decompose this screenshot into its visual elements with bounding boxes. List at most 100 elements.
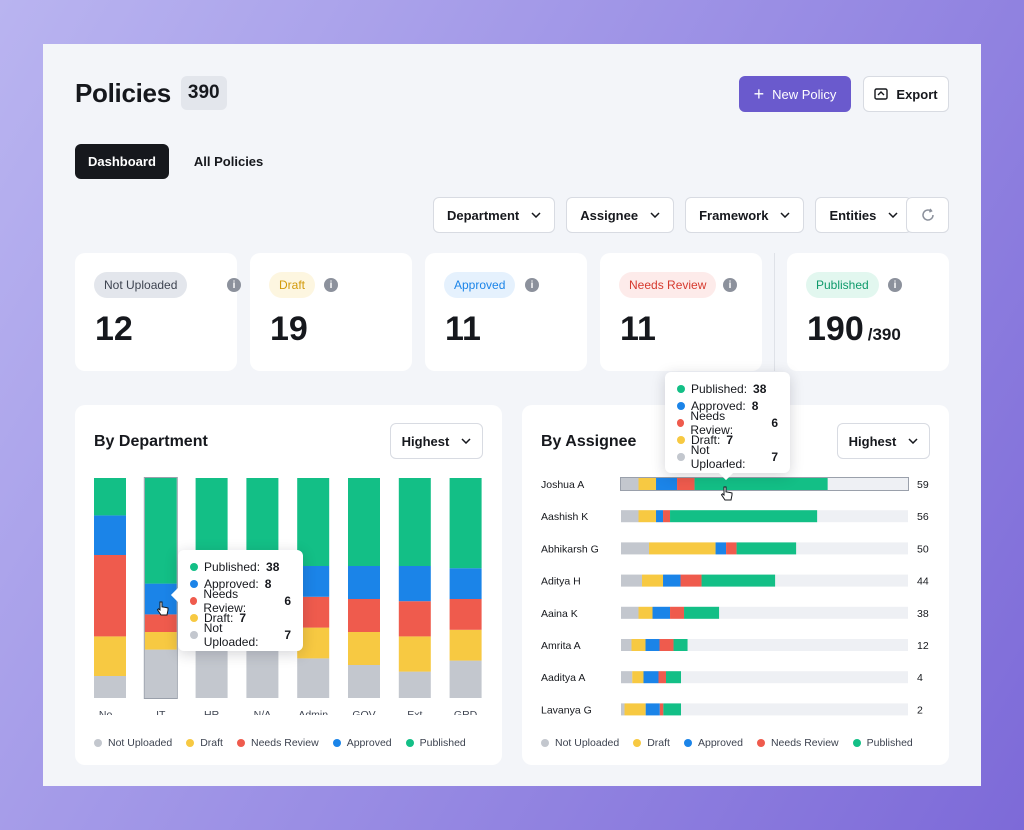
stat-card-needs-review[interactable]: Needs Review i 11 — [600, 253, 762, 371]
bar-segment[interactable] — [659, 639, 674, 651]
bar-segment[interactable] — [726, 542, 737, 555]
bar-segment[interactable] — [694, 478, 828, 490]
bar-segment[interactable] — [670, 606, 685, 619]
tab-all-policies[interactable]: All Policies — [193, 154, 264, 169]
filter-assignee[interactable]: Assignee — [566, 197, 675, 233]
bar-segment[interactable] — [348, 599, 380, 632]
bar-segment[interactable] — [348, 632, 380, 665]
bar-segment[interactable] — [94, 478, 126, 516]
stat-card-published[interactable]: Published i 190/390 — [787, 253, 949, 371]
stat-card-draft[interactable]: Draft i 19 — [250, 253, 412, 371]
bar-segment[interactable] — [645, 703, 660, 716]
bar-segment[interactable] — [449, 599, 482, 630]
filter-department[interactable]: Department — [433, 197, 556, 233]
bar-segment[interactable] — [656, 478, 678, 490]
bar-segment[interactable] — [348, 665, 380, 698]
bar-segment[interactable] — [684, 606, 720, 619]
bar-segment[interactable] — [666, 671, 681, 684]
bar-highlight — [620, 477, 909, 491]
bar-segment[interactable] — [638, 478, 657, 490]
tab-dashboard[interactable]: Dashboard — [75, 144, 169, 179]
bar-segment[interactable] — [449, 478, 482, 569]
bar-segment[interactable] — [144, 614, 177, 632]
bar-segment[interactable] — [94, 676, 126, 698]
bar-segment[interactable] — [449, 568, 482, 599]
bar-segment[interactable] — [680, 574, 702, 587]
bar-segment[interactable] — [736, 542, 797, 555]
bar-segment[interactable] — [94, 515, 126, 555]
bar-segment[interactable] — [673, 639, 688, 651]
legend-label: Approved — [346, 737, 392, 749]
bar-total-label: 38 — [917, 608, 929, 620]
bar-segment[interactable] — [649, 542, 716, 555]
bar-segment[interactable] — [670, 510, 818, 523]
bar-segment[interactable] — [663, 574, 681, 587]
bar-segment[interactable] — [663, 703, 681, 716]
bar-segment[interactable] — [144, 632, 177, 650]
stat-card-not-uploaded[interactable]: Not Uploaded i 12 — [75, 253, 241, 371]
bar-segment[interactable] — [624, 703, 646, 716]
info-icon: i — [525, 278, 539, 292]
bar-segment[interactable] — [621, 606, 639, 619]
y-tick-label: Aaditya A — [541, 672, 585, 684]
filter-framework[interactable]: Framework — [685, 197, 805, 233]
info-icon: i — [324, 278, 338, 292]
tooltip-dot — [190, 630, 198, 639]
bar-segment[interactable] — [621, 703, 625, 716]
bar-segment[interactable] — [652, 606, 671, 619]
bar-segment[interactable] — [398, 478, 431, 566]
stat-card-approved[interactable]: Approved i 11 — [425, 253, 587, 371]
bar-segment[interactable] — [398, 636, 431, 672]
bar-segment[interactable] — [621, 478, 639, 490]
bar-segment[interactable] — [94, 555, 126, 637]
filter-entities[interactable]: Entities — [815, 197, 913, 233]
bar-segment[interactable] — [348, 478, 380, 566]
bar-segment[interactable] — [643, 671, 659, 684]
legend-label: Published — [866, 737, 913, 749]
bar-segment[interactable] — [715, 542, 727, 555]
legend-item: Approved — [683, 737, 743, 749]
bar-segment[interactable] — [621, 671, 633, 684]
info-icon: i — [888, 278, 902, 292]
bar-segment[interactable] — [632, 671, 644, 684]
bar-segment[interactable] — [638, 606, 653, 619]
bar-segment[interactable] — [631, 639, 646, 651]
bar-segment[interactable] — [638, 510, 657, 523]
bar-segment[interactable] — [297, 658, 330, 698]
bar-segment[interactable] — [621, 542, 650, 555]
tooltip-label: Published: — [204, 559, 261, 574]
bar-segment[interactable] — [659, 703, 664, 716]
filter-entities-label: Entities — [829, 207, 877, 223]
bar-segment[interactable] — [645, 639, 660, 651]
panel-title: By Department — [94, 433, 208, 450]
bar-segment[interactable] — [144, 649, 177, 698]
bar-segment[interactable] — [398, 601, 431, 637]
bar-segment[interactable] — [297, 478, 330, 566]
bar-segment[interactable] — [398, 671, 431, 698]
legend-dot — [541, 739, 549, 747]
bar-segment[interactable] — [449, 629, 482, 661]
bar-segment[interactable] — [663, 510, 671, 523]
bar-segment[interactable] — [449, 660, 482, 698]
status-badge: Not Uploaded — [94, 272, 188, 298]
stat-value: 12 — [95, 310, 133, 348]
bar-segment[interactable] — [398, 566, 431, 602]
export-button[interactable]: Export — [863, 76, 949, 112]
bar-segment[interactable] — [348, 566, 380, 599]
new-policy-button[interactable]: + New Policy — [739, 76, 851, 112]
tooltip-row: Approved: 8 — [190, 575, 291, 592]
bar-segment[interactable] — [621, 510, 639, 523]
bar-segment[interactable] — [642, 574, 664, 587]
bar-segment[interactable] — [677, 478, 695, 490]
assignee-sort-dropdown[interactable]: Highest — [837, 423, 930, 459]
bar-segment[interactable] — [701, 574, 776, 587]
bar-segment[interactable] — [144, 478, 177, 584]
bar-segment[interactable] — [656, 510, 664, 523]
tooltip-value: 7 — [239, 610, 247, 625]
department-sort-dropdown[interactable]: Highest — [390, 423, 483, 459]
refresh-button[interactable] — [906, 197, 949, 233]
bar-segment[interactable] — [621, 639, 632, 651]
bar-segment[interactable] — [94, 636, 126, 676]
bar-segment[interactable] — [658, 671, 667, 684]
bar-segment[interactable] — [621, 574, 643, 587]
